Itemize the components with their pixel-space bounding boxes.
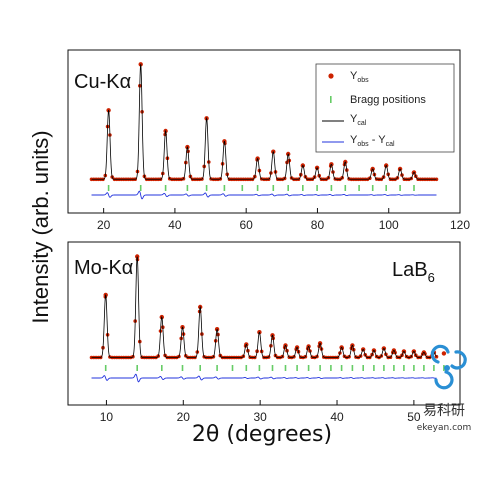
bottom-bragg-tick — [231, 365, 234, 371]
top-bragg-tick — [256, 185, 259, 191]
top-x-tick-label: 100 — [379, 218, 399, 232]
watermark: 易科研 ekeyan.com — [417, 344, 472, 433]
bottom-bragg-tick — [136, 365, 138, 371]
top-bragg-tick — [302, 185, 304, 191]
top-bragg-tick — [358, 185, 360, 191]
bottom-bragg-tick — [307, 365, 310, 371]
bottom-x-tick-label: 50 — [407, 410, 421, 424]
top-x-tick-label: 40 — [168, 218, 182, 232]
watermark-name: 易科研 — [423, 403, 465, 419]
bottom-panel-frame — [67, 241, 461, 406]
top-bragg-tick — [186, 185, 189, 191]
top-bragg-tick — [223, 185, 226, 191]
bottom-bragg-tick — [433, 365, 435, 371]
top-bragg-tick — [316, 185, 318, 191]
watermark-url: ekeyan.com — [417, 423, 472, 433]
bottom-x-tick-label: 30 — [253, 410, 267, 424]
top-bragg-tick — [241, 185, 244, 191]
top-x-tick-label: 80 — [311, 218, 325, 232]
bottom-bragg-tick — [362, 365, 364, 371]
top-ycal-line — [91, 63, 437, 180]
top-bragg-tick — [272, 185, 275, 191]
bottom-bragg-tick — [383, 365, 385, 371]
legend-yobs-marker — [328, 73, 334, 79]
top-difference-line — [91, 190, 437, 200]
legend-box — [315, 63, 455, 153]
bottom-x-tick-label: 40 — [330, 410, 344, 424]
bottom-x-tick-label: 20 — [177, 410, 191, 424]
top-bragg-tick — [385, 185, 387, 191]
top-bragg-tick — [413, 185, 415, 191]
bottom-bragg-tick — [443, 365, 445, 371]
top-bragg-tick — [164, 185, 167, 191]
bottom-x-tick-label: 10 — [100, 410, 114, 424]
bottom-bragg-tick — [181, 365, 184, 371]
watermark-logo-icon — [430, 344, 467, 390]
top-yobs-point — [434, 177, 439, 182]
bottom-yobs-peak — [135, 254, 140, 259]
top-bragg-tick — [139, 185, 142, 191]
top-x-tick-label: 20 — [97, 218, 111, 232]
bottom-bragg-tick — [403, 365, 405, 371]
bottom-bragg-tick — [373, 365, 375, 371]
bottom-bragg-tick — [351, 365, 354, 371]
bottom-bragg-tick — [330, 365, 332, 371]
bottom-bragg-tick — [284, 365, 287, 371]
x-axis-label: 2θ (degrees) — [192, 422, 332, 447]
legend-ycal-label: Ycal — [350, 113, 367, 127]
bottom-ycal-line — [91, 256, 437, 358]
bottom-bragg-tick — [393, 365, 395, 371]
legend-yobs-label: Yobs — [350, 70, 369, 84]
top-bragg-tick — [205, 185, 208, 191]
top-bragg-tick — [344, 185, 347, 191]
bottom-bragg-tick — [271, 365, 274, 371]
legend-diff-label: Yobs - Ycal — [350, 134, 395, 148]
bottom-panel-plot: 10 20 30 40 50 — [89, 254, 447, 424]
bottom-bragg-tick — [245, 365, 248, 371]
bottom-bragg-tick — [296, 365, 298, 371]
bottom-yobs-point — [434, 354, 439, 359]
bottom-bragg-tick — [216, 365, 218, 371]
top-panel-frame — [67, 49, 461, 214]
top-bragg-tick — [107, 185, 110, 191]
bottom-bragg-tick — [199, 365, 201, 371]
bottom-bragg-tick — [104, 365, 107, 371]
top-x-tick-label: 60 — [240, 218, 254, 232]
top-bragg-tick — [371, 185, 374, 191]
bottom-panel-label: Mo-Kα — [74, 257, 133, 279]
bottom-bragg-tick — [161, 365, 163, 371]
legend-bragg-marker — [330, 96, 332, 103]
bottom-bragg-tick — [319, 365, 321, 371]
legend-bragg-label: Bragg positions — [350, 94, 426, 106]
legend: Yobs Bragg positions Ycal Yobs - Ycal — [315, 63, 455, 153]
bottom-bragg-tick — [340, 365, 343, 371]
top-panel-label: Cu-Kα — [74, 71, 131, 93]
top-panel-plot: 20 40 60 80 100 120 — [89, 62, 470, 232]
bottom-bragg-tick — [423, 365, 425, 371]
bottom-bragg-tick — [413, 365, 415, 371]
top-bragg-tick — [399, 185, 401, 191]
bottom-yobs-peak — [441, 351, 447, 356]
bottom-bragg-tick — [258, 365, 261, 371]
y-axis-label: Intensity (arb. units) — [28, 130, 53, 323]
top-x-tick-label: 120 — [450, 218, 470, 232]
top-bragg-tick — [287, 185, 289, 191]
bottom-difference-line — [91, 373, 437, 383]
sample-label: LaB6 — [392, 259, 435, 285]
top-bragg-tick — [330, 185, 333, 191]
